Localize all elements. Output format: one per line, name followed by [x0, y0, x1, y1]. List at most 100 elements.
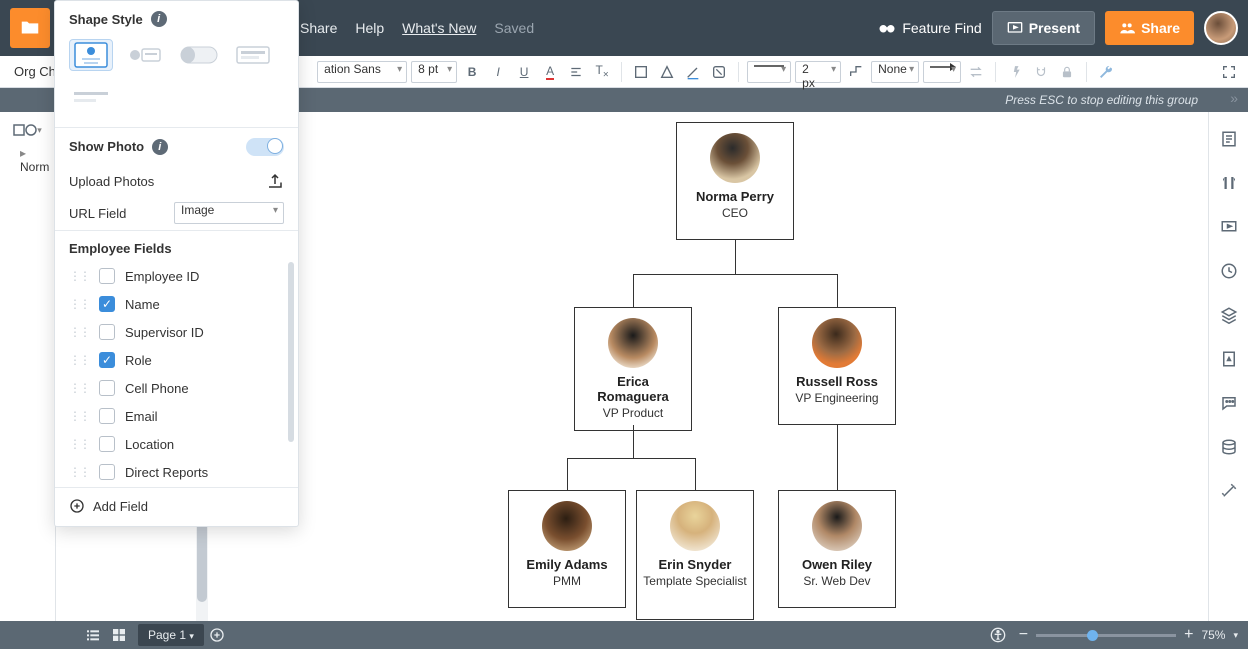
underline-button[interactable]: U — [513, 61, 535, 83]
field-row[interactable]: ⋮⋮ Employee ID — [55, 262, 298, 290]
org-node[interactable]: Emily Adams PMM — [508, 490, 626, 608]
line-style-select[interactable] — [747, 61, 791, 83]
drag-handle-icon[interactable]: ⋮⋮ — [69, 297, 89, 311]
master-pages-icon[interactable] — [1218, 348, 1240, 370]
line-routing-button[interactable] — [845, 61, 867, 83]
shapes-panel-button[interactable]: ▾ — [13, 118, 43, 142]
employee-name: Russell Ross — [785, 374, 889, 389]
org-node[interactable]: Erin Snyder Template Specialist — [636, 490, 754, 620]
org-edge — [735, 240, 736, 274]
shape-style-lines[interactable] — [69, 81, 113, 113]
zoom-out-button[interactable]: − — [1019, 626, 1028, 644]
field-checkbox[interactable] — [99, 380, 115, 396]
field-row[interactable]: ⋮⋮ Direct Reports — [55, 458, 298, 486]
share-button[interactable]: Share — [1105, 11, 1194, 45]
drag-handle-icon[interactable]: ⋮⋮ — [69, 465, 89, 479]
zoom-percent[interactable]: 75% — [1201, 628, 1225, 642]
shape-style-side-photo[interactable] — [123, 39, 167, 71]
field-row[interactable]: ⋮⋮ Total Reports — [55, 486, 298, 487]
italic-button[interactable]: I — [487, 61, 509, 83]
upload-icon[interactable] — [266, 172, 284, 190]
history-icon[interactable] — [1218, 260, 1240, 282]
field-row[interactable]: ⋮⋮ Name — [55, 290, 298, 318]
field-checkbox[interactable] — [99, 436, 115, 452]
accessibility-button[interactable] — [985, 622, 1011, 648]
page-tab[interactable]: Page 1 ▾ — [138, 624, 204, 646]
field-list-scrollbar[interactable] — [288, 262, 294, 442]
line-width-select[interactable]: 2 px — [795, 61, 841, 83]
org-node[interactable]: Russell Ross VP Engineering — [778, 307, 896, 425]
org-node[interactable]: Owen Riley Sr. Web Dev — [778, 490, 896, 608]
shape-style-card-photo[interactable] — [69, 39, 113, 71]
arrow-end-select[interactable] — [923, 61, 961, 83]
url-field-select[interactable]: Image — [174, 202, 284, 224]
field-row[interactable]: ⋮⋮ Supervisor ID — [55, 318, 298, 346]
font-size-select[interactable]: 8 pt — [411, 61, 457, 83]
drag-handle-icon[interactable]: ⋮⋮ — [69, 353, 89, 367]
field-checkbox[interactable] — [99, 464, 115, 480]
shape-fill-button[interactable] — [656, 61, 678, 83]
shape-style-button[interactable] — [708, 61, 730, 83]
grid-view-button[interactable] — [106, 622, 132, 648]
menu-whats-new[interactable]: What's New — [402, 20, 476, 36]
zoom-in-button[interactable]: + — [1184, 626, 1193, 644]
notes-icon[interactable] — [1218, 128, 1240, 150]
menu-help[interactable]: Help — [355, 20, 384, 36]
drag-handle-icon[interactable]: ⋮⋮ — [69, 409, 89, 423]
show-photo-toggle[interactable] — [246, 138, 284, 156]
align-button[interactable] — [565, 61, 587, 83]
zoom-slider[interactable] — [1036, 634, 1176, 637]
info-icon[interactable]: i — [152, 139, 168, 155]
magnet-button[interactable] — [1030, 61, 1052, 83]
drag-handle-icon[interactable]: ⋮⋮ — [69, 437, 89, 451]
swap-arrows-button[interactable] — [965, 61, 987, 83]
chat-icon[interactable] — [1218, 392, 1240, 414]
arrow-start-select[interactable]: None — [871, 61, 919, 83]
employee-role: CEO — [683, 206, 787, 220]
field-checkbox[interactable] — [99, 324, 115, 340]
font-family-select[interactable]: ation Sans — [317, 61, 407, 83]
list-view-button[interactable] — [80, 622, 106, 648]
drag-handle-icon[interactable]: ⋮⋮ — [69, 325, 89, 339]
employee-role: VP Engineering — [785, 391, 889, 405]
menu-share[interactable]: Share — [300, 20, 337, 36]
drag-handle-icon[interactable]: ⋮⋮ — [69, 269, 89, 283]
field-row[interactable]: ⋮⋮ Cell Phone — [55, 374, 298, 402]
info-icon[interactable]: i — [151, 11, 167, 27]
collapse-rail-button[interactable]: » — [1230, 90, 1238, 106]
drag-handle-icon[interactable]: ⋮⋮ — [69, 381, 89, 395]
clear-format-button[interactable]: T× — [591, 61, 613, 83]
add-field-button[interactable]: Add Field — [55, 487, 298, 526]
present-button[interactable]: Present — [992, 11, 1095, 45]
action-button[interactable] — [1004, 61, 1026, 83]
lock-button[interactable] — [1056, 61, 1078, 83]
magic-icon[interactable] — [1218, 480, 1240, 502]
shape-style-box[interactable] — [231, 39, 275, 71]
user-avatar[interactable] — [1204, 11, 1238, 45]
field-checkbox[interactable] — [99, 408, 115, 424]
feature-find[interactable]: Feature Find — [878, 19, 981, 37]
present-icon[interactable] — [1218, 216, 1240, 238]
field-row[interactable]: ⋮⋮ Location — [55, 430, 298, 458]
fill-button[interactable] — [630, 61, 652, 83]
data-icon[interactable] — [1218, 436, 1240, 458]
wrench-button[interactable] — [1095, 61, 1117, 83]
field-checkbox[interactable] — [99, 352, 115, 368]
bold-button[interactable]: B — [461, 61, 483, 83]
add-page-button[interactable] — [204, 622, 230, 648]
shape-style-pill[interactable] — [177, 39, 221, 71]
comments-icon[interactable] — [1218, 172, 1240, 194]
field-row[interactable]: ⋮⋮ Email — [55, 402, 298, 430]
org-node[interactable]: Norma Perry CEO — [676, 122, 794, 240]
fullscreen-button[interactable] — [1218, 61, 1240, 83]
border-color-button[interactable] — [682, 61, 704, 83]
app-logo[interactable] — [10, 8, 50, 48]
text-color-button[interactable]: A — [539, 61, 561, 83]
org-node[interactable]: Erica Romaguera VP Product — [574, 307, 692, 431]
field-checkbox[interactable] — [99, 268, 115, 284]
field-checkbox[interactable] — [99, 296, 115, 312]
layers-icon[interactable] — [1218, 304, 1240, 326]
outline-tree[interactable]: ▸ Norm — [0, 146, 55, 174]
plus-circle-icon — [69, 498, 85, 514]
field-row[interactable]: ⋮⋮ Role — [55, 346, 298, 374]
